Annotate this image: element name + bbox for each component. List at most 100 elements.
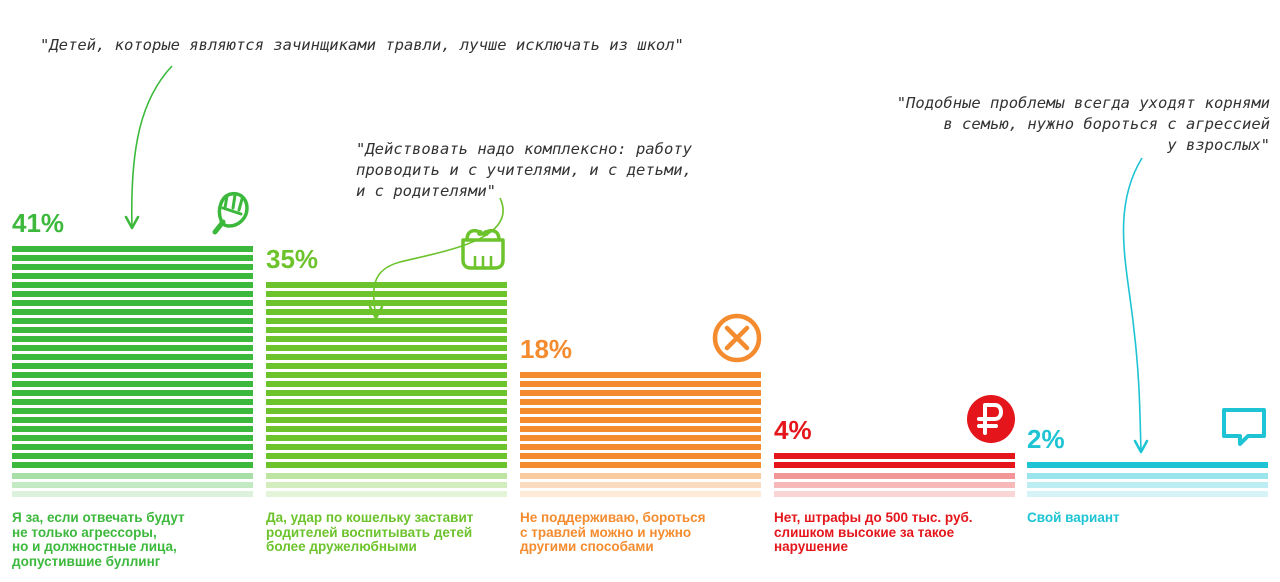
bar-stripe [520,399,761,405]
bar-stripe [266,462,507,468]
bar-reflection [774,473,1015,479]
bar-stripe [12,273,253,279]
arrow-quote-2 [368,197,504,320]
bar-reflection [266,482,507,488]
bar-stripe [266,300,507,306]
bar-stripe [520,390,761,396]
bar-stripe [266,354,507,360]
bar-stripe [12,381,253,387]
value-label: 18% [520,334,573,364]
bar-stripe [266,372,507,378]
bar-stripe [12,372,253,378]
quote-comprehensive-approach: "Действовать надо комплексно: работу про… [356,140,692,200]
bar-stripe [12,390,253,396]
bar-stripe [12,300,253,306]
bar-stripe [774,453,1015,459]
category-label: Да, удар по кошельку заставит родителей в… [266,510,474,554]
bar-2 [266,282,507,497]
bar-reflection [774,482,1015,488]
bar-stripe [12,426,253,432]
bar-stripe [520,408,761,414]
bar-reflection [1027,491,1268,497]
bar-stripe [12,408,253,414]
bar-reflection [774,491,1015,497]
speech-bubble-icon [1222,408,1266,446]
category-label: Не поддерживаю, бороться с травлей можно … [520,510,706,554]
bar-stripe [266,426,507,432]
bar-stripe [12,291,253,297]
bar-reflection [266,473,507,479]
bar-reflection [1027,473,1268,479]
wallet-icon [461,228,505,270]
bar-stripe [12,264,253,270]
bar-stripe [12,327,253,333]
bar-stripe [12,462,253,468]
bar-stripe [12,309,253,315]
bar-4 [774,453,1015,497]
bar-reflection [266,491,507,497]
bar-stripe [520,435,761,441]
bar-reflection [12,491,253,497]
bar-stripe [266,336,507,342]
bar-stripe [520,453,761,459]
bar-reflection [12,473,253,479]
bar-stripe [12,363,253,369]
bar-stripe [520,417,761,423]
bar-stripe [12,453,253,459]
bar-stripe [12,354,253,360]
bar-stripe [12,435,253,441]
bar-stripe [12,345,253,351]
bar-stripe [12,417,253,423]
bar-stripe [266,327,507,333]
bar-stripe [520,444,761,450]
bar-stripe [266,453,507,459]
bar-stripe [266,345,507,351]
bar-stripe [12,255,253,261]
category-label: Нет, штрафы до 500 тыс. руб. слишком высо… [774,510,973,554]
bar-stripe [520,462,761,468]
bar-1 [12,246,253,497]
bar-5 [1027,462,1268,497]
bar-stripe [266,318,507,324]
bar-reflection [520,482,761,488]
bar-stripe [12,318,253,324]
fist-icon [212,191,249,235]
bar-stripe [520,426,761,432]
quote-family-roots: "Подобные проблемы всегда уходят корнями… [896,94,1270,154]
bar-stripe [266,363,507,369]
category-label: Свой вариант [1027,510,1120,525]
cross-circle-icon [712,313,762,363]
bar-stripe [12,246,253,252]
value-label: 4% [774,415,812,445]
bar-stripe [12,336,253,342]
bar-stripe [774,462,1015,468]
bar-stripe [266,435,507,441]
bar-stripe [266,408,507,414]
bar-reflection [520,473,761,479]
bar-stripe [266,381,507,387]
bar-stripe [266,291,507,297]
bar-reflection [12,482,253,488]
bar-stripe [266,309,507,315]
arrow-quote-1 [124,65,173,230]
bar-stripe [266,399,507,405]
bar-stripe [266,444,507,450]
bar-3 [520,372,761,497]
bar-stripe [12,444,253,450]
bar-stripe [266,417,507,423]
ruble-icon [967,395,1015,443]
quote-expel-initiators: "Детей, которые являются зачинщиками тра… [40,36,684,54]
bar-stripe [520,372,761,378]
bar-stripe [520,381,761,387]
bar-stripe [12,282,253,288]
value-label: 2% [1027,424,1065,454]
bar-reflection [520,491,761,497]
value-label: 35% [266,244,319,274]
bar-stripe [266,390,507,396]
bar-stripe [1027,462,1268,468]
value-label: 41% [12,208,65,238]
category-label: Я за, если отвечать будут не только агрес… [12,510,185,569]
arrow-quote-3 [1122,157,1149,454]
bar-stripe [12,399,253,405]
